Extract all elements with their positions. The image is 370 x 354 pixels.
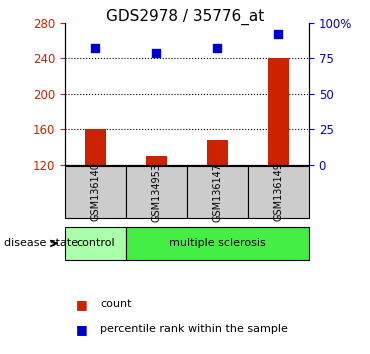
Text: multiple sclerosis: multiple sclerosis	[169, 238, 266, 249]
Text: count: count	[100, 299, 131, 309]
Text: ■: ■	[75, 298, 87, 311]
Text: GSM136140: GSM136140	[90, 162, 100, 222]
Text: GSM134953: GSM134953	[151, 162, 161, 222]
Point	[276, 32, 282, 37]
Point	[215, 46, 221, 51]
Bar	[85, 129, 106, 165]
Text: GDS2978 / 35776_at: GDS2978 / 35776_at	[106, 9, 264, 25]
Text: percentile rank within the sample: percentile rank within the sample	[100, 324, 288, 334]
Bar	[146, 156, 167, 165]
Bar	[268, 58, 289, 165]
Text: ■: ■	[75, 323, 87, 336]
Point	[154, 50, 159, 56]
Text: GSM136149: GSM136149	[273, 162, 283, 222]
Text: GSM136147: GSM136147	[212, 162, 222, 222]
Bar	[207, 140, 228, 165]
Text: control: control	[76, 238, 115, 249]
Point	[92, 46, 98, 51]
Text: disease state: disease state	[4, 238, 78, 249]
